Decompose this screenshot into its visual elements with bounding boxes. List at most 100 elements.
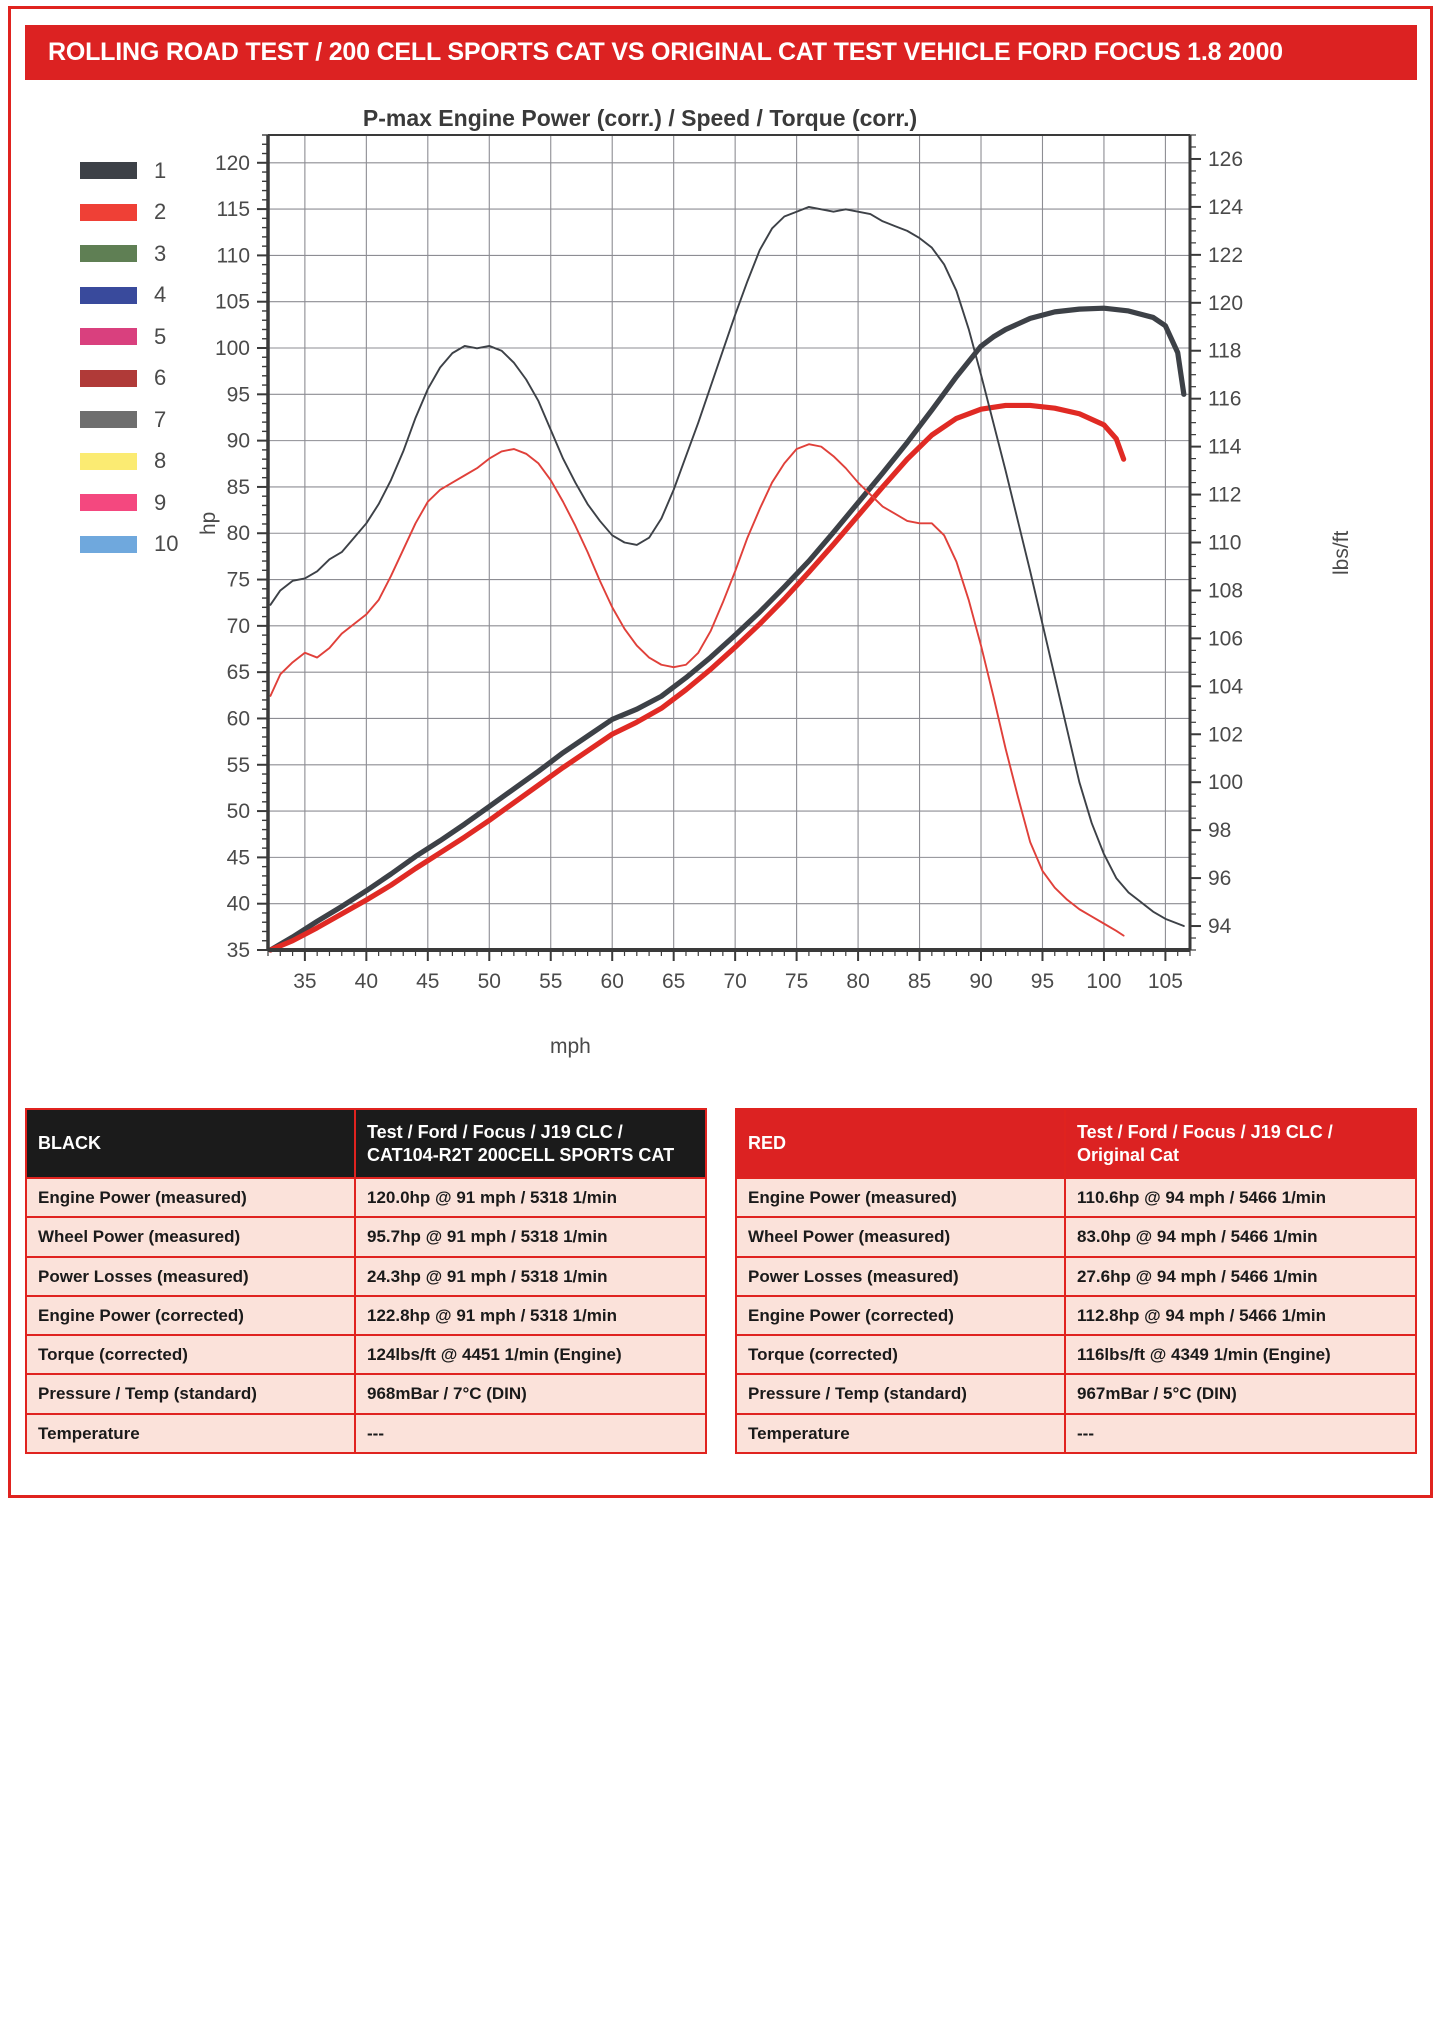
table-row: Wheel Power (measured) 95.7hp @ 91 mph / … — [25, 1216, 707, 1258]
black-results-table: BLACK Test / Ford / Focus / J19 CLC / CAT… — [25, 1108, 707, 1454]
table-row: Engine Power (corrected) 112.8hp @ 94 mph… — [735, 1294, 1417, 1337]
y2-axis-tick-label: 122 — [1208, 244, 1243, 267]
table-cell-label: Engine Power (measured) — [25, 1176, 356, 1219]
table-row: Engine Power (measured) 120.0hp @ 91 mph … — [25, 1176, 707, 1219]
y2-axis-tick-label: 124 — [1208, 196, 1243, 219]
table-cell-value: 116lbs/ft @ 4349 1/min (Engine) — [1064, 1333, 1417, 1376]
y-axis-tick-label: 50 — [227, 800, 250, 823]
legend-item[interactable]: 6 — [80, 358, 220, 400]
legend-item[interactable]: 5 — [80, 316, 220, 358]
table-row: Wheel Power (measured) 83.0hp @ 94 mph / … — [735, 1216, 1417, 1258]
y2-axis-tick-label: 112 — [1208, 484, 1241, 507]
table-row: Temperature --- — [735, 1412, 1417, 1454]
y-axis-tick-label: 105 — [215, 291, 250, 314]
table-cell-label: Temperature — [735, 1412, 1066, 1454]
y-axis-tick-label: 75 — [227, 569, 250, 592]
y2-axis-tick-label: 98 — [1208, 819, 1231, 842]
x-axis-tick-label: 90 — [969, 970, 992, 993]
table-cell-value: 95.7hp @ 91 mph / 5318 1/min — [354, 1216, 707, 1258]
y-axis-tick-label: 40 — [227, 893, 250, 916]
legend-color-swatch — [80, 535, 137, 553]
table-header-value: Test / Ford / Focus / J19 CLC / CAT104-R… — [354, 1108, 707, 1179]
table-row: Temperature --- — [25, 1412, 707, 1454]
y-axis-tick-label: 60 — [227, 707, 250, 730]
legend-color-swatch — [80, 452, 137, 470]
table-cell-label: Engine Power (corrected) — [735, 1294, 1066, 1337]
y-axis-tick-label: 100 — [215, 337, 250, 360]
x-axis-tick-label: 85 — [908, 970, 931, 993]
y-axis-tick-label: 80 — [227, 522, 250, 545]
legend-item[interactable]: 10 — [80, 524, 220, 566]
legend-item-label: 1 — [154, 157, 167, 183]
y2-axis-tick-label: 114 — [1208, 436, 1242, 459]
table-cell-value: 83.0hp @ 94 mph / 5466 1/min — [1064, 1216, 1417, 1258]
x-axis-tick-label: 95 — [1031, 970, 1054, 993]
legend-item[interactable]: 2 — [80, 192, 220, 234]
y2-axis-tick-label: 118 — [1208, 340, 1241, 363]
y-axis-tick-label: 85 — [227, 476, 250, 499]
table-cell-label: Torque (corrected) — [735, 1333, 1066, 1376]
results-tables: BLACK Test / Ford / Focus / J19 CLC / CAT… — [25, 1108, 1417, 1454]
table-cell-value: --- — [1064, 1412, 1417, 1454]
x-axis-tick-label: 75 — [785, 970, 808, 993]
y-axis-tick-label: 70 — [227, 615, 250, 638]
y-axis-tick-label: 55 — [227, 754, 250, 777]
chart-legend: 1 2 3 4 5 6 7 8 9 10 — [80, 150, 220, 565]
y2-axis-tick-label: 104 — [1208, 675, 1243, 698]
y2-axis-tick-label: 108 — [1208, 579, 1243, 602]
table-cell-value: 122.8hp @ 91 mph / 5318 1/min — [354, 1294, 707, 1337]
table-cell-value: 124lbs/ft @ 4451 1/min (Engine) — [354, 1333, 707, 1376]
x-axis-tick-label: 35 — [293, 970, 316, 993]
legend-item-label: 3 — [154, 240, 167, 266]
table-row: Pressure / Temp (standard) 968mBar / 7°C … — [25, 1373, 707, 1415]
page-title: ROLLING ROAD TEST / 200 CELL SPORTS CAT … — [48, 38, 1283, 66]
legend-item[interactable]: 9 — [80, 482, 220, 524]
table-cell-value: 110.6hp @ 94 mph / 5466 1/min — [1064, 1176, 1417, 1219]
table-row: Power Losses (measured) 27.6hp @ 94 mph /… — [735, 1255, 1417, 1297]
table-cell-label: Temperature — [25, 1412, 356, 1454]
legend-item[interactable]: 1 — [80, 150, 220, 192]
table-cell-value: 967mBar / 5°C (DIN) — [1064, 1373, 1417, 1415]
y2-axis-tick-label: 110 — [1208, 532, 1241, 555]
table-cell-label: Power Losses (measured) — [25, 1255, 356, 1297]
legend-color-swatch — [80, 203, 137, 221]
y2-axis-tick-label: 96 — [1208, 867, 1231, 890]
legend-item[interactable]: 4 — [80, 275, 220, 317]
report-title-banner: ROLLING ROAD TEST / 200 CELL SPORTS CAT … — [25, 25, 1417, 80]
legend-item[interactable]: 3 — [80, 233, 220, 275]
x-axis-tick-label: 100 — [1086, 970, 1121, 993]
y2-axis-tick-label: 106 — [1208, 627, 1243, 650]
table-header-row: BLACK Test / Ford / Focus / J19 CLC / CAT… — [25, 1108, 707, 1179]
y2-axis-tick-label: 120 — [1208, 292, 1243, 315]
y-axis-tick-label: 115 — [217, 198, 250, 221]
data-series-line — [267, 305, 1187, 953]
legend-item-label: 6 — [154, 365, 167, 391]
table-header-label: BLACK — [25, 1108, 356, 1179]
data-series-line — [269, 205, 1185, 927]
legend-item-label: 7 — [154, 406, 167, 432]
table-row: Torque (corrected) 116lbs/ft @ 4349 1/min… — [735, 1333, 1417, 1376]
y-axis-tick-label: 110 — [217, 244, 250, 267]
table-cell-label: Engine Power (corrected) — [25, 1294, 356, 1337]
x-axis-tick-label: 80 — [846, 970, 869, 993]
table-header-label: RED — [735, 1108, 1066, 1179]
x-axis-tick-label: 65 — [662, 970, 685, 993]
table-cell-value: 120.0hp @ 91 mph / 5318 1/min — [354, 1176, 707, 1219]
table-cell-value: 968mBar / 7°C (DIN) — [354, 1373, 707, 1415]
plot-background — [268, 135, 1190, 950]
legend-color-swatch — [80, 328, 137, 346]
y-axis-tick-label: 90 — [227, 430, 250, 453]
legend-item[interactable]: 7 — [80, 399, 220, 441]
y2-axis-tick-label: 126 — [1208, 148, 1243, 171]
legend-color-swatch — [80, 245, 137, 263]
x-axis-tick-label: 70 — [723, 970, 746, 993]
table-cell-label: Engine Power (measured) — [735, 1176, 1066, 1219]
legend-item[interactable]: 8 — [80, 441, 220, 483]
chart-title: P-max Engine Power (corr.) / Speed / Tor… — [362, 105, 918, 131]
x-axis-tick-label: 45 — [416, 970, 439, 993]
legend-item-label: 4 — [154, 282, 167, 308]
y2-axis-tick-label: 100 — [1208, 771, 1243, 794]
y-axis-tick-label: 65 — [227, 661, 250, 684]
legend-color-swatch — [80, 494, 137, 512]
